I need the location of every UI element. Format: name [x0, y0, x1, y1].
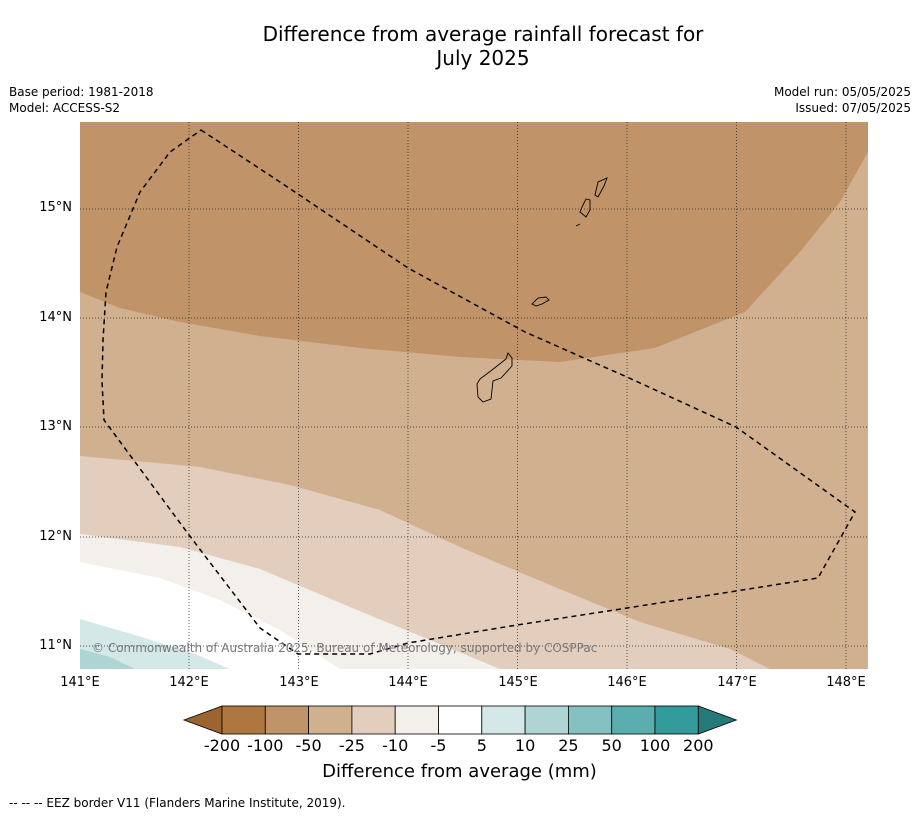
colorbar-extend-low — [182, 705, 223, 735]
model-name: Model: ACCESS-S2 — [9, 101, 121, 115]
colorbar-cell — [438, 705, 483, 735]
colorbar-extend-high — [697, 705, 738, 735]
lat-label-13n: 13°N — [39, 419, 72, 434]
colorbar-tick-label: 100 — [639, 736, 671, 755]
eez-border — [101, 129, 856, 655]
colorbar-title: Difference from average (mm) — [322, 761, 597, 782]
title-line-1: Difference from average rainfall forecas… — [262, 22, 704, 46]
lat-label-12n: 12°N — [39, 529, 72, 544]
colorbar-cell — [351, 705, 396, 735]
colorbar-tick-label: 50 — [601, 736, 622, 755]
meta-right: Model run: 05/05/2025 Issued: 07/05/2025 — [774, 84, 911, 116]
colorbar-tick-label: -50 — [295, 736, 322, 755]
colorbar-tick-label: -5 — [430, 736, 447, 755]
guam-island — [476, 352, 513, 403]
band-minus-50-to-100 — [80, 122, 868, 362]
saipan-island — [594, 177, 608, 198]
map-title: Difference from average rainfall forecas… — [0, 22, 919, 70]
colorbar-cell — [221, 705, 266, 735]
aguijan-island — [575, 223, 581, 227]
colorbar-cell — [654, 705, 699, 735]
colorbar-cell — [568, 705, 613, 735]
lon-label-142e: 142°E — [169, 675, 209, 690]
lat-label-15n: 15°N — [39, 200, 72, 215]
eez-footnote: -- -- -- EEZ border V11 (Flanders Marine… — [9, 796, 346, 810]
colorbar-cell — [481, 705, 526, 735]
title-line-2: July 2025 — [436, 46, 530, 70]
colorbar — [182, 705, 738, 735]
lon-label-145e: 145°E — [498, 675, 538, 690]
colorbar-cell — [611, 705, 656, 735]
colorbar-tick-label: 5 — [476, 736, 487, 755]
colorbar-tick-label: -100 — [247, 736, 284, 755]
colorbar-cell — [308, 705, 353, 735]
colorbar-tick-label: 10 — [514, 736, 536, 755]
lon-label-147e: 147°E — [717, 675, 757, 690]
lon-label-146e: 146°E — [607, 675, 647, 690]
meta-left: Base period: 1981-2018 Model: ACCESS-S2 — [9, 84, 154, 116]
lon-label-148e: 148°E — [826, 675, 866, 690]
colorbar-cells — [182, 705, 738, 735]
lat-label-14n: 14°N — [39, 310, 72, 325]
colorbar-tick-label: -25 — [338, 736, 365, 755]
rota-island — [531, 296, 550, 307]
colorbar-tick-label: 25 — [558, 736, 579, 755]
colorbar-cell — [524, 705, 569, 735]
tinian-island — [579, 198, 591, 218]
band-10-to-25 — [80, 649, 135, 669]
lat-label-11n: 11°N — [39, 638, 72, 653]
graticule — [80, 122, 868, 669]
colorbar-cell — [264, 705, 309, 735]
model-run: Model run: 05/05/2025 — [773, 85, 911, 99]
land-outlines — [476, 177, 608, 403]
colorbar-tick-label: 200 — [683, 736, 714, 755]
issued-date: Issued: 07/05/2025 — [795, 101, 911, 115]
base-period: Base period: 1981-2018 — [9, 85, 154, 99]
lon-label-141e: 141°E — [60, 675, 100, 690]
colorbar-tick-label: -10 — [382, 736, 409, 755]
colorbar-cell — [394, 705, 439, 735]
lon-label-143e: 143°E — [279, 675, 319, 690]
band-5-to-10 — [80, 619, 230, 669]
colorbar-tick-label: -200 — [203, 736, 241, 755]
copyright-notice: © Commonwealth of Australia 2025, Bureau… — [92, 641, 598, 655]
lon-label-144e: 144°E — [388, 675, 428, 690]
rainfall-map — [80, 122, 868, 669]
